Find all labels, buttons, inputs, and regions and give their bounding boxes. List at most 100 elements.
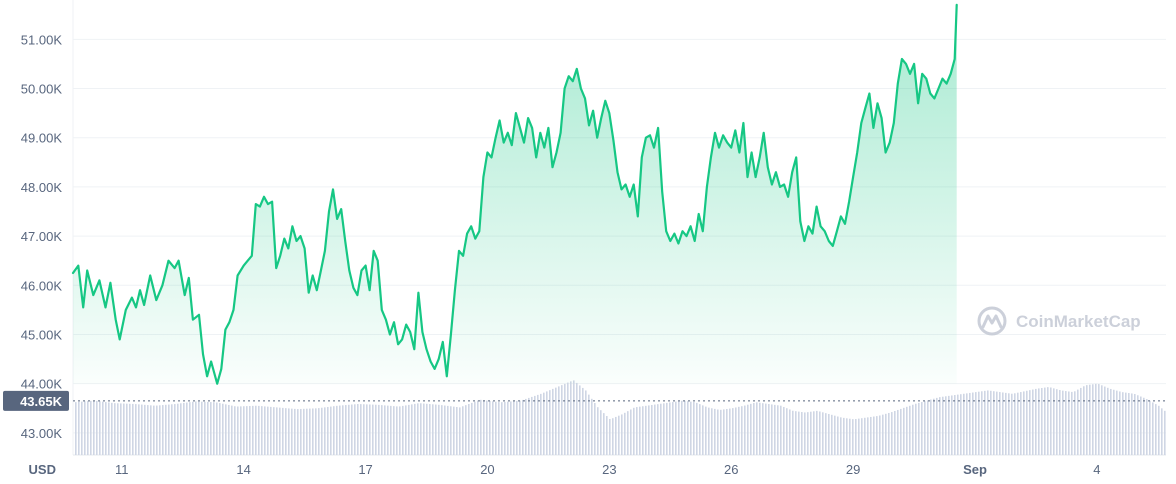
volume-bar (75, 402, 77, 455)
volume-bar (162, 405, 164, 455)
current-price-label-bg (3, 390, 69, 411)
volume-bar (426, 403, 428, 455)
volume-bar (600, 410, 602, 455)
volume-bar (168, 404, 170, 455)
volume-bar (816, 410, 818, 455)
volume-bar (174, 404, 176, 455)
volume-bar (873, 416, 875, 455)
volume-bar (612, 418, 614, 455)
volume-bar (903, 407, 905, 455)
volume-bar (579, 385, 581, 455)
volume-bar (312, 408, 314, 455)
volume-bar (597, 407, 599, 455)
volume-bar (543, 392, 545, 455)
volume-bar (780, 405, 782, 455)
volume-bar (153, 405, 155, 455)
volume-bar (1143, 397, 1145, 455)
volume-bar (954, 395, 956, 455)
volume-bar (111, 402, 113, 455)
volume-bar (213, 402, 215, 455)
volume-bar (702, 405, 704, 455)
currency-label: USD (29, 462, 56, 477)
volume-bar (876, 416, 878, 455)
volume-bar (1020, 392, 1022, 455)
volume-bar (444, 405, 446, 455)
volume-bar (96, 400, 98, 455)
price-line-layer[interactable] (71, 3, 958, 385)
price-area (73, 4, 957, 384)
x-tick-label: 23 (602, 462, 616, 477)
volume-bar (1074, 391, 1076, 455)
price-area-fill (73, 4, 957, 384)
volume-bar (1086, 385, 1088, 455)
volume-bar (1128, 393, 1130, 455)
volume-bar (1008, 393, 1010, 455)
volume-bar (291, 408, 293, 455)
volume-bar (957, 394, 959, 455)
volume-bar (882, 414, 884, 455)
volume-bar (393, 406, 395, 455)
volume-bar (801, 412, 803, 455)
volume-bar (705, 406, 707, 455)
volume-bar (120, 403, 122, 455)
volume-bar (513, 401, 515, 455)
volume-bar (333, 406, 335, 455)
volume-bar (1116, 390, 1118, 455)
volume-bar (840, 417, 842, 455)
volume-bar (1038, 388, 1040, 455)
volume-bar (648, 405, 650, 455)
volume-bar (186, 402, 188, 455)
volume-bar (990, 390, 992, 455)
volume-bar (246, 406, 248, 455)
volume-bar (1044, 387, 1046, 455)
volume-bar (282, 407, 284, 455)
volume-bar (471, 402, 473, 455)
volume-bar (537, 394, 539, 455)
volume-bar (279, 407, 281, 455)
volume-bar (141, 404, 143, 455)
volume-bar (1107, 387, 1109, 455)
volume-bar (516, 400, 518, 455)
volume-bar (339, 405, 341, 455)
volume-bar (807, 412, 809, 455)
volume-bar (1122, 392, 1124, 455)
volume-bar (978, 391, 980, 455)
current-price-marker: 43.65K (3, 390, 1166, 411)
volume-bar (132, 403, 134, 455)
volume-bar (126, 403, 128, 455)
volume-bar (768, 404, 770, 455)
volume-bar (804, 412, 806, 455)
volume-bar (378, 404, 380, 455)
volume-bar (93, 400, 95, 455)
volume-bar (987, 390, 989, 455)
price-line[interactable] (71, 3, 958, 385)
volume-bar (531, 396, 533, 455)
volume-bar (327, 406, 329, 455)
volume-bar (756, 402, 758, 455)
volume-bar (456, 407, 458, 455)
y-tick-label: 46.00K (21, 278, 63, 293)
volume-bar (1149, 400, 1151, 455)
volume-bar (891, 412, 893, 455)
volume-bar (498, 402, 500, 455)
volume-bar (204, 401, 206, 455)
volume-bar (618, 415, 620, 455)
volume-bar (870, 416, 872, 455)
volume-bar (135, 404, 137, 455)
volume-bar (1062, 390, 1064, 455)
volume-bar (324, 407, 326, 455)
volume-bar (660, 403, 662, 455)
volume-bar (345, 405, 347, 455)
volume-bar (1152, 402, 1154, 455)
volume-bar (669, 402, 671, 455)
volume-bar (90, 400, 92, 455)
volume-bar (237, 406, 239, 455)
volume-bar (255, 405, 257, 455)
volume-bar (945, 396, 947, 455)
volume-bar (288, 408, 290, 455)
volume-bar (924, 401, 926, 455)
volume-bar (306, 408, 308, 455)
volume-bar (693, 402, 695, 455)
